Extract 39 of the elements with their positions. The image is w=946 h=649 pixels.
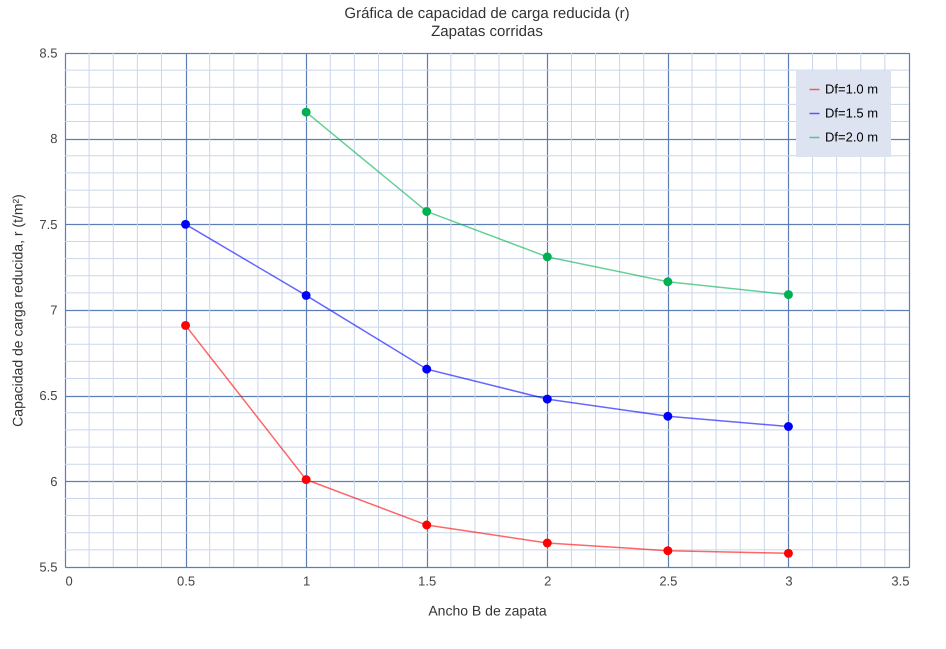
y-tick-label: 8.5 [39, 46, 58, 60]
legend-label: Df=2.0 m [825, 130, 878, 144]
x-tick-label: 1.5 [418, 574, 436, 588]
x-tick-label: 1 [303, 574, 310, 588]
point [663, 546, 672, 556]
point [542, 538, 552, 548]
point [302, 290, 311, 300]
x-tick-label: 2 [544, 574, 552, 588]
point [302, 475, 311, 484]
y-tick-label: 7 [50, 302, 58, 318]
point [542, 252, 552, 262]
point [784, 422, 793, 431]
x-axis-title: Ancho B de zapata [428, 602, 547, 618]
y-tick-label: 6.5 [39, 388, 58, 404]
point [181, 220, 190, 229]
y-tick-label: 7.5 [39, 216, 58, 232]
x-tick-label: 2.5 [659, 574, 678, 588]
point [302, 108, 311, 117]
point [784, 548, 793, 558]
point [542, 394, 552, 404]
point [784, 290, 793, 300]
point [422, 364, 432, 374]
point [181, 320, 190, 330]
legend-label: Df=1.0 m [825, 82, 878, 96]
y-axis-title: Capacidad de carga reducida, r (t/m²) [9, 194, 26, 427]
point [422, 207, 432, 216]
x-tick-label: 3 [785, 574, 793, 588]
y-tick-label: 6 [50, 474, 58, 489]
y-tick-label: 8 [50, 131, 58, 146]
y-tick-label: 5.5 [39, 560, 58, 574]
chart-title: Gráfica de capacidad de carga reducida (r) [344, 5, 630, 22]
x-tick-label: 0.5 [177, 574, 196, 588]
point [422, 520, 432, 530]
x-tick-label: 3.5 [891, 574, 910, 588]
chart-subtitle: Zapatas corridas [431, 23, 543, 40]
legend-label: Df=1.5 m [825, 106, 878, 120]
x-tick-label: 0 [66, 574, 73, 588]
point [663, 277, 672, 286]
point [663, 412, 672, 421]
